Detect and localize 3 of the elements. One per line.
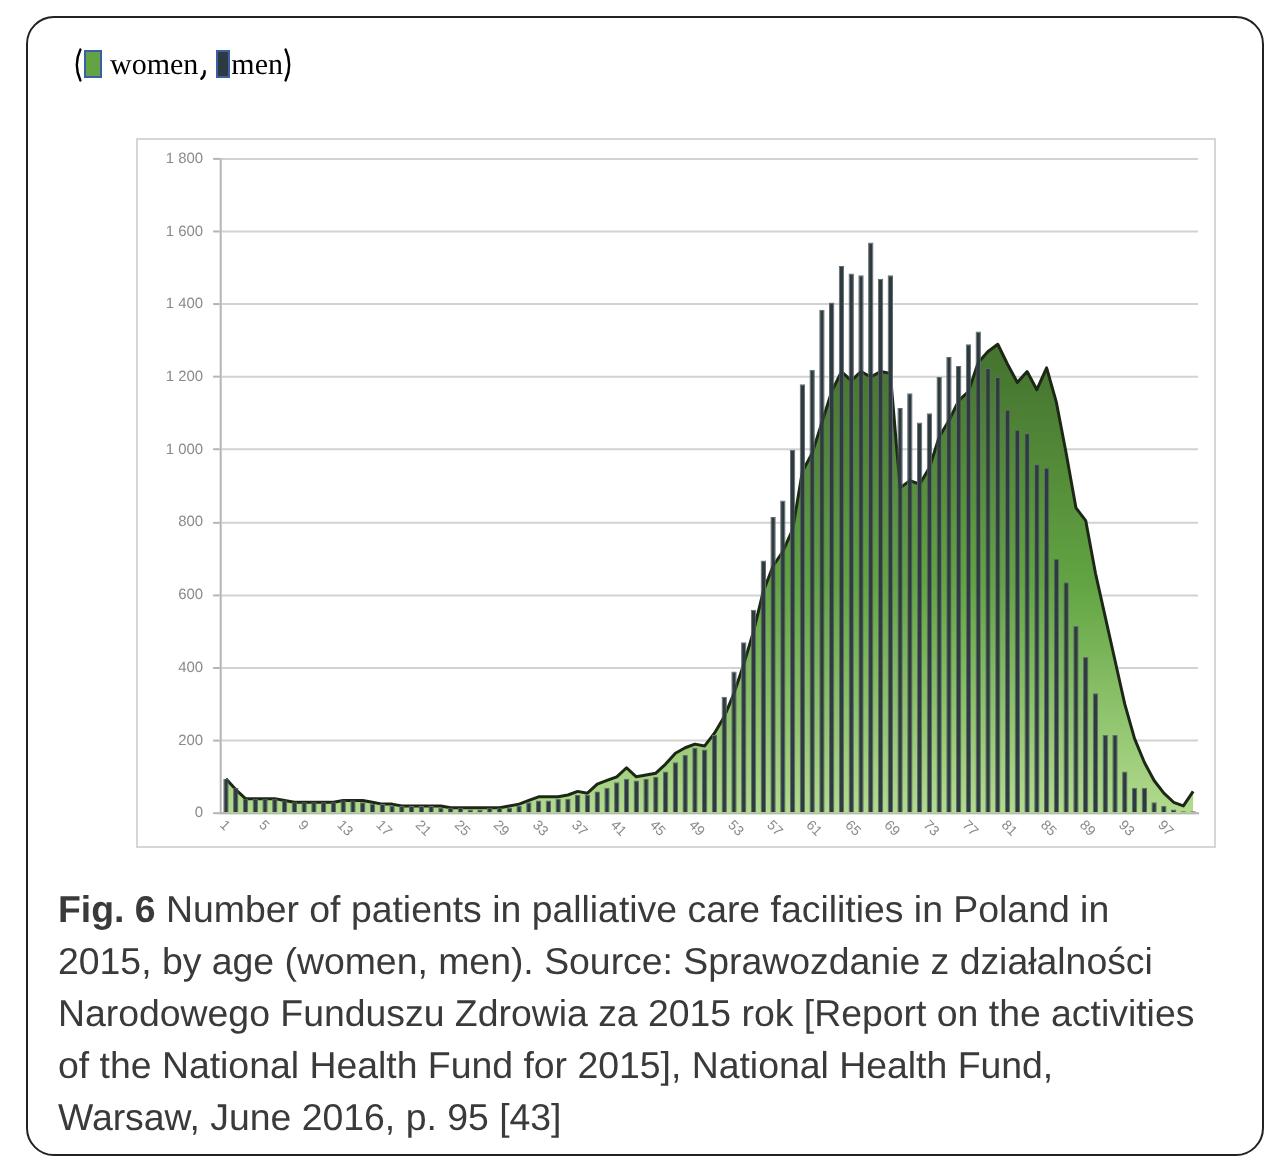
legend-label: men (231, 50, 283, 82)
legend-label: women (110, 50, 199, 82)
text: Fig. 6 Number of patients in palliative care facilities in Poland in 2015, by age (women, men). Source: Sprawozdanie z działalności Narodowego Funduszu Zdrowia za 2015 rok [Report on the activities of the National Health Fund for 2015], National Health Fund, Warsaw, June 2016, p. 95 [43] (58, 886, 1197, 1142)
